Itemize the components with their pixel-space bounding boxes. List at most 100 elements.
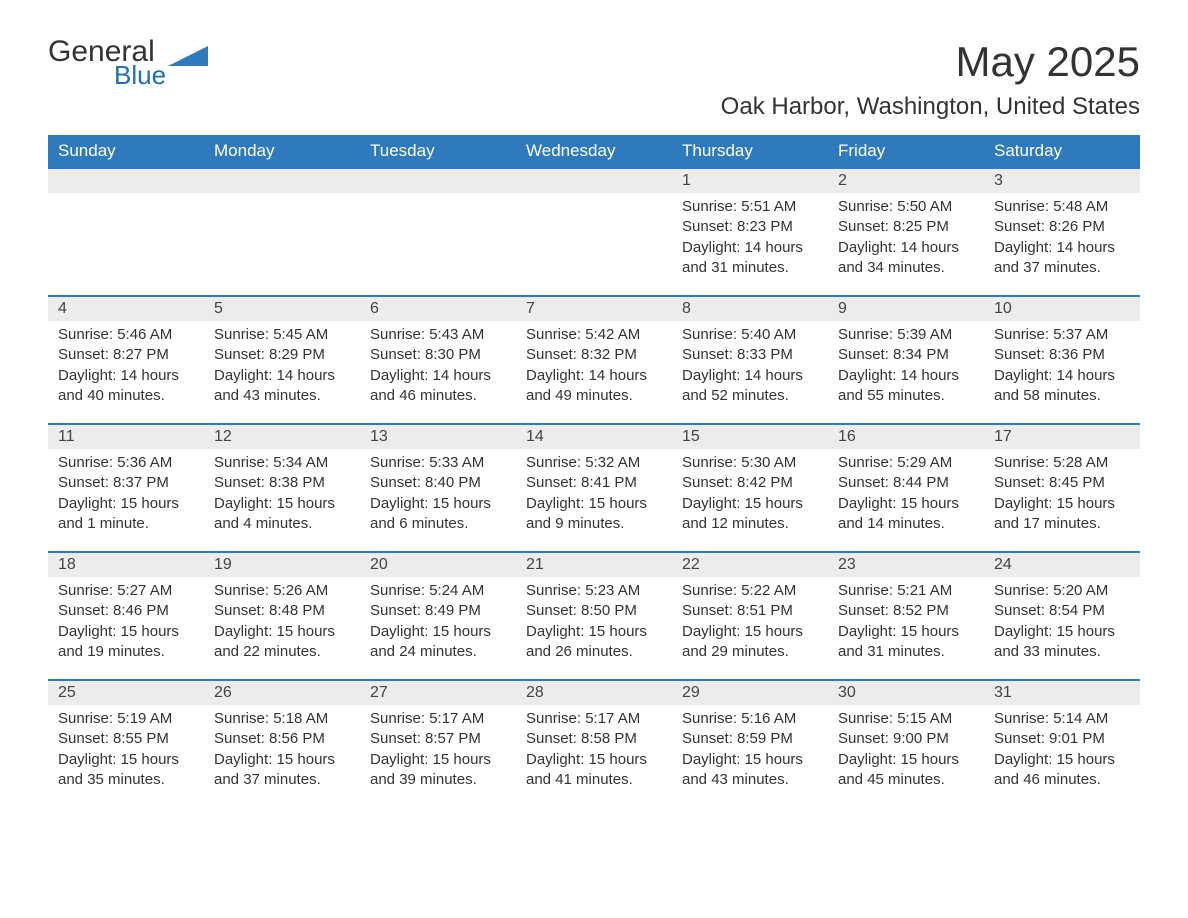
day-number: 20 — [360, 551, 516, 577]
logo-triangle-icon — [168, 44, 208, 73]
daylight-line: Daylight: 14 hours and 46 minutes. — [370, 366, 506, 407]
weekday-header-row: SundayMondayTuesdayWednesdayThursdayFrid… — [48, 135, 1140, 167]
day-details: Sunrise: 5:17 AMSunset: 8:57 PMDaylight:… — [360, 705, 516, 790]
sunrise-line: Sunrise: 5:46 AM — [58, 325, 194, 345]
calendar-cell: 22Sunrise: 5:22 AMSunset: 8:51 PMDayligh… — [672, 551, 828, 679]
day-details: Sunrise: 5:14 AMSunset: 9:01 PMDaylight:… — [984, 705, 1140, 790]
empty-day-header — [48, 167, 204, 193]
sunrise-line: Sunrise: 5:17 AM — [370, 709, 506, 729]
day-number: 6 — [360, 295, 516, 321]
day-number: 4 — [48, 295, 204, 321]
calendar-cell — [360, 167, 516, 295]
day-details: Sunrise: 5:33 AMSunset: 8:40 PMDaylight:… — [360, 449, 516, 534]
day-details: Sunrise: 5:39 AMSunset: 8:34 PMDaylight:… — [828, 321, 984, 406]
sunset-line: Sunset: 8:33 PM — [682, 345, 818, 365]
sunset-line: Sunset: 8:55 PM — [58, 729, 194, 749]
day-details: Sunrise: 5:19 AMSunset: 8:55 PMDaylight:… — [48, 705, 204, 790]
day-number: 16 — [828, 423, 984, 449]
day-number: 23 — [828, 551, 984, 577]
calendar-cell: 12Sunrise: 5:34 AMSunset: 8:38 PMDayligh… — [204, 423, 360, 551]
sunrise-line: Sunrise: 5:51 AM — [682, 197, 818, 217]
day-details: Sunrise: 5:42 AMSunset: 8:32 PMDaylight:… — [516, 321, 672, 406]
sunset-line: Sunset: 8:23 PM — [682, 217, 818, 237]
sunset-line: Sunset: 8:50 PM — [526, 601, 662, 621]
day-details: Sunrise: 5:24 AMSunset: 8:49 PMDaylight:… — [360, 577, 516, 662]
calendar-table: SundayMondayTuesdayWednesdayThursdayFrid… — [48, 135, 1140, 807]
sunrise-line: Sunrise: 5:34 AM — [214, 453, 350, 473]
daylight-line: Daylight: 15 hours and 22 minutes. — [214, 622, 350, 663]
calendar-cell: 8Sunrise: 5:40 AMSunset: 8:33 PMDaylight… — [672, 295, 828, 423]
sunset-line: Sunset: 8:59 PM — [682, 729, 818, 749]
sunrise-line: Sunrise: 5:20 AM — [994, 581, 1130, 601]
calendar-cell: 23Sunrise: 5:21 AMSunset: 8:52 PMDayligh… — [828, 551, 984, 679]
daylight-line: Daylight: 15 hours and 14 minutes. — [838, 494, 974, 535]
calendar-cell: 7Sunrise: 5:42 AMSunset: 8:32 PMDaylight… — [516, 295, 672, 423]
day-details: Sunrise: 5:45 AMSunset: 8:29 PMDaylight:… — [204, 321, 360, 406]
weekday-header: Sunday — [48, 135, 204, 167]
day-number: 25 — [48, 679, 204, 705]
day-details: Sunrise: 5:28 AMSunset: 8:45 PMDaylight:… — [984, 449, 1140, 534]
daylight-line: Daylight: 14 hours and 31 minutes. — [682, 238, 818, 279]
day-number: 19 — [204, 551, 360, 577]
page-title: May 2025 — [956, 38, 1140, 86]
day-number: 27 — [360, 679, 516, 705]
calendar-cell: 16Sunrise: 5:29 AMSunset: 8:44 PMDayligh… — [828, 423, 984, 551]
sunrise-line: Sunrise: 5:43 AM — [370, 325, 506, 345]
sunset-line: Sunset: 8:44 PM — [838, 473, 974, 493]
day-number: 28 — [516, 679, 672, 705]
daylight-line: Daylight: 15 hours and 43 minutes. — [682, 750, 818, 791]
daylight-line: Daylight: 15 hours and 41 minutes. — [526, 750, 662, 791]
daylight-line: Daylight: 15 hours and 35 minutes. — [58, 750, 194, 791]
daylight-line: Daylight: 15 hours and 37 minutes. — [214, 750, 350, 791]
day-details: Sunrise: 5:29 AMSunset: 8:44 PMDaylight:… — [828, 449, 984, 534]
calendar-week-row: 4Sunrise: 5:46 AMSunset: 8:27 PMDaylight… — [48, 295, 1140, 423]
sunset-line: Sunset: 8:38 PM — [214, 473, 350, 493]
day-number: 8 — [672, 295, 828, 321]
calendar-cell: 11Sunrise: 5:36 AMSunset: 8:37 PMDayligh… — [48, 423, 204, 551]
daylight-line: Daylight: 15 hours and 24 minutes. — [370, 622, 506, 663]
calendar-cell: 13Sunrise: 5:33 AMSunset: 8:40 PMDayligh… — [360, 423, 516, 551]
day-number: 26 — [204, 679, 360, 705]
calendar-week-row: 18Sunrise: 5:27 AMSunset: 8:46 PMDayligh… — [48, 551, 1140, 679]
daylight-line: Daylight: 14 hours and 43 minutes. — [214, 366, 350, 407]
sunset-line: Sunset: 8:27 PM — [58, 345, 194, 365]
day-details: Sunrise: 5:30 AMSunset: 8:42 PMDaylight:… — [672, 449, 828, 534]
day-details: Sunrise: 5:17 AMSunset: 8:58 PMDaylight:… — [516, 705, 672, 790]
day-number: 17 — [984, 423, 1140, 449]
day-details: Sunrise: 5:51 AMSunset: 8:23 PMDaylight:… — [672, 193, 828, 278]
calendar-cell: 30Sunrise: 5:15 AMSunset: 9:00 PMDayligh… — [828, 679, 984, 807]
daylight-line: Daylight: 14 hours and 49 minutes. — [526, 366, 662, 407]
sunrise-line: Sunrise: 5:26 AM — [214, 581, 350, 601]
sunrise-line: Sunrise: 5:14 AM — [994, 709, 1130, 729]
calendar-cell: 14Sunrise: 5:32 AMSunset: 8:41 PMDayligh… — [516, 423, 672, 551]
day-number: 29 — [672, 679, 828, 705]
calendar-cell: 26Sunrise: 5:18 AMSunset: 8:56 PMDayligh… — [204, 679, 360, 807]
sunset-line: Sunset: 8:48 PM — [214, 601, 350, 621]
day-number: 22 — [672, 551, 828, 577]
daylight-line: Daylight: 14 hours and 58 minutes. — [994, 366, 1130, 407]
daylight-line: Daylight: 15 hours and 31 minutes. — [838, 622, 974, 663]
calendar-cell: 18Sunrise: 5:27 AMSunset: 8:46 PMDayligh… — [48, 551, 204, 679]
sunrise-line: Sunrise: 5:40 AM — [682, 325, 818, 345]
weekday-header: Monday — [204, 135, 360, 167]
weekday-header: Tuesday — [360, 135, 516, 167]
sunrise-line: Sunrise: 5:18 AM — [214, 709, 350, 729]
daylight-line: Daylight: 14 hours and 40 minutes. — [58, 366, 194, 407]
day-details: Sunrise: 5:37 AMSunset: 8:36 PMDaylight:… — [984, 321, 1140, 406]
calendar-cell: 4 Sunrise: 5:46 AMSunset: 8:27 PMDaylight… — [48, 295, 204, 423]
location-subtitle: Oak Harbor, Washington, United States — [48, 93, 1140, 121]
calendar-cell: 9Sunrise: 5:39 AMSunset: 8:34 PMDaylight… — [828, 295, 984, 423]
daylight-line: Daylight: 15 hours and 45 minutes. — [838, 750, 974, 791]
day-number: 1 — [672, 167, 828, 193]
daylight-line: Daylight: 15 hours and 46 minutes. — [994, 750, 1130, 791]
day-details: Sunrise: 5:50 AMSunset: 8:25 PMDaylight:… — [828, 193, 984, 278]
calendar-cell — [48, 167, 204, 295]
sunrise-line: Sunrise: 5:32 AM — [526, 453, 662, 473]
day-number: 10 — [984, 295, 1140, 321]
sunrise-line: Sunrise: 5:33 AM — [370, 453, 506, 473]
calendar-cell: 5Sunrise: 5:45 AMSunset: 8:29 PMDaylight… — [204, 295, 360, 423]
calendar-cell — [516, 167, 672, 295]
sunset-line: Sunset: 8:36 PM — [994, 345, 1130, 365]
empty-day-header — [516, 167, 672, 193]
calendar-cell: 31Sunrise: 5:14 AMSunset: 9:01 PMDayligh… — [984, 679, 1140, 807]
